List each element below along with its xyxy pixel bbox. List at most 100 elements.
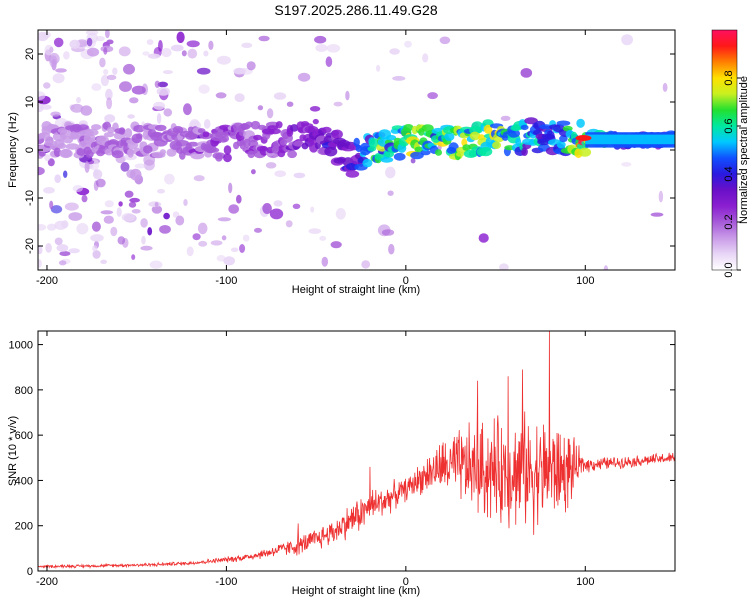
noise-blob xyxy=(63,51,70,60)
noise-blob xyxy=(44,154,51,162)
ridge-blob xyxy=(247,150,255,159)
ridge-blob xyxy=(386,134,397,141)
noise-blob xyxy=(92,245,98,252)
x-tick-label: -200 xyxy=(36,576,58,588)
ridge-blob xyxy=(420,149,431,156)
noise-blob xyxy=(91,83,102,91)
noise-blob xyxy=(269,208,284,220)
ridge-blob xyxy=(159,149,166,155)
noise-blob xyxy=(404,40,412,48)
noise-blob xyxy=(163,212,170,220)
noise-blob xyxy=(45,243,52,253)
ridge-blob xyxy=(380,156,394,163)
noise-blob xyxy=(262,203,272,214)
noise-blob xyxy=(128,201,137,208)
noise-blob xyxy=(164,173,175,185)
noise-blob xyxy=(61,220,69,229)
ridge-blob xyxy=(205,147,220,153)
noise-blob xyxy=(189,119,200,128)
noise-blob xyxy=(76,97,81,104)
noise-blob xyxy=(388,243,395,255)
noise-blob xyxy=(106,39,114,45)
noise-blob xyxy=(203,119,211,129)
noise-blob xyxy=(315,44,328,52)
noise-blob xyxy=(123,63,135,75)
ridge-blob xyxy=(172,125,184,134)
noise-blob xyxy=(104,114,116,123)
noise-blob xyxy=(47,223,57,231)
x-tick-label: 0 xyxy=(403,275,409,287)
noise-blob xyxy=(422,53,429,63)
noise-blob xyxy=(121,213,135,222)
noise-blob xyxy=(157,81,168,88)
noise-blob xyxy=(59,251,71,257)
noise-blob xyxy=(151,205,163,214)
noise-blob xyxy=(95,36,105,42)
noise-blob xyxy=(621,34,633,46)
ridge-blob xyxy=(414,146,424,153)
noise-blob xyxy=(197,222,208,235)
noise-blob xyxy=(228,182,233,194)
noise-blob xyxy=(127,114,135,119)
noise-blob xyxy=(103,47,108,55)
noise-blob xyxy=(95,178,106,188)
colorbar: 0.0 0.2 0.4 0.6 0.8 Normalized spectral ampl… xyxy=(711,29,750,278)
ridge-blob xyxy=(468,150,478,157)
ridge-blob xyxy=(253,134,263,141)
noise-blob xyxy=(293,172,306,179)
noise-blob xyxy=(186,246,194,257)
ridge-blob xyxy=(133,124,145,133)
colorbar-ticks: 0.0 0.2 0.4 0.6 0.8 xyxy=(723,70,741,278)
noise-blob xyxy=(68,248,80,254)
noise-blob xyxy=(80,105,93,116)
ridge-blob xyxy=(59,149,73,159)
noise-blob xyxy=(186,40,200,48)
noise-blob xyxy=(103,215,114,224)
noise-blob xyxy=(70,103,84,113)
x-tick-label: -100 xyxy=(215,576,237,588)
ridge-blob xyxy=(124,128,133,138)
noise-blob xyxy=(134,163,146,169)
ridge-blob xyxy=(223,145,232,155)
ridge-blob xyxy=(483,124,493,134)
noise-blob xyxy=(389,48,400,55)
ridge-blob xyxy=(57,143,67,149)
noise-blob xyxy=(112,67,118,75)
ridge-blob xyxy=(212,152,226,160)
noise-blob xyxy=(147,53,161,59)
noise-blob xyxy=(231,247,239,253)
noise-blob xyxy=(99,57,106,68)
ridge-blob xyxy=(410,151,424,160)
ridge-blob xyxy=(118,127,126,135)
noise-blob xyxy=(54,237,63,246)
noise-blob xyxy=(105,88,113,101)
noise-blob xyxy=(154,202,159,207)
noise-blob xyxy=(86,47,100,57)
ridge-blob xyxy=(223,153,232,163)
noise-blob xyxy=(43,187,55,194)
noise-blob xyxy=(196,67,211,75)
noise-blob xyxy=(210,240,223,246)
noise-blob xyxy=(251,169,256,175)
spectrogram-x-ticks: -200 -100 0 100 xyxy=(36,30,594,287)
y-tick-label: 800 xyxy=(15,385,33,397)
noise-blob xyxy=(76,223,89,235)
noise-blob xyxy=(500,115,511,121)
noise-blob xyxy=(345,90,350,101)
noise-blob xyxy=(203,50,209,57)
noise-blob xyxy=(662,82,668,92)
noise-blob xyxy=(49,55,58,68)
noise-blob xyxy=(603,265,609,270)
noise-blob xyxy=(159,225,171,234)
ridge-blob xyxy=(135,133,143,140)
noise-blob xyxy=(157,188,165,194)
noise-blob xyxy=(499,263,509,270)
noise-blob xyxy=(198,240,208,247)
noise-blob xyxy=(47,158,55,167)
page-title: S197.2025.286.11.49.G28 xyxy=(274,2,438,18)
y-tick-label: 10 xyxy=(24,96,36,108)
noise-blob xyxy=(38,103,44,113)
colorbar-label: Normalized spectral amplitude xyxy=(738,76,750,224)
ridge-blob xyxy=(362,158,373,168)
colorbar-tick-label: 0.4 xyxy=(723,166,735,181)
